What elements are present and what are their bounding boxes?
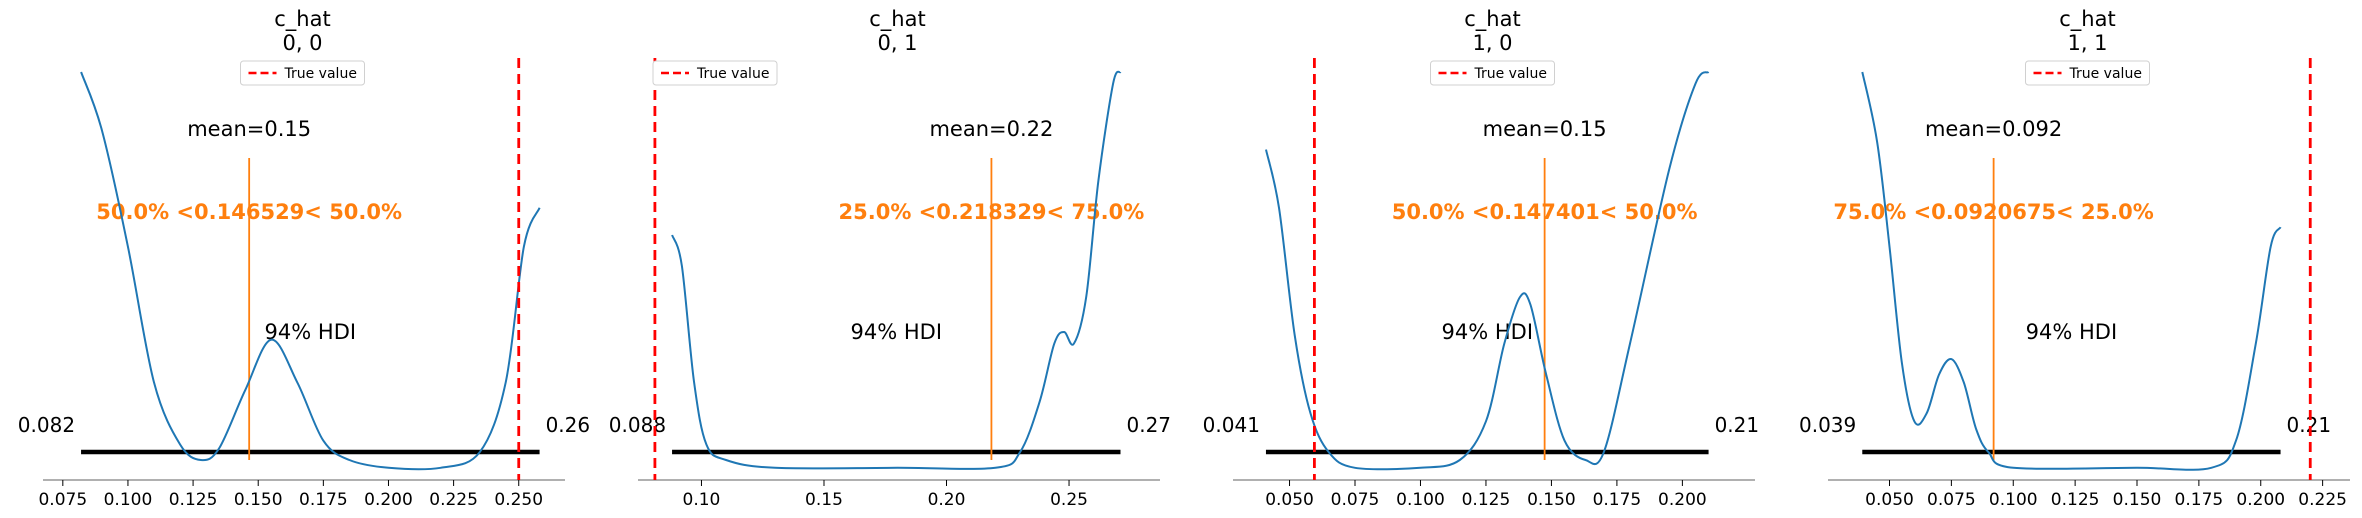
x-tick-label: 0.050 — [1865, 490, 1914, 510]
x-tick-label: 0.150 — [1527, 490, 1576, 510]
chart-title: c_hat — [2059, 7, 2115, 32]
density-curve — [1265, 71, 1710, 471]
x-tick-label: 0.125 — [2051, 490, 2100, 510]
x-tick-label: 0.225 — [429, 490, 478, 510]
x-tick-label: 0.050 — [1265, 490, 1314, 510]
reference-label: 50.0% <0.147401< 50.0% — [1392, 200, 1698, 224]
density-curve — [1861, 71, 2282, 471]
x-tick-label: 0.200 — [364, 490, 413, 510]
hdi-high-label: 0.21 — [1715, 413, 1760, 437]
x-tick-label: 0.125 — [1462, 490, 1511, 510]
x-tick-label: 0.175 — [1593, 490, 1642, 510]
x-tick-label: 0.15 — [805, 490, 843, 510]
x-tick-label: 0.200 — [1658, 490, 1707, 510]
hdi-low-label: 0.088 — [609, 413, 666, 437]
chart-title: c_hat — [869, 7, 925, 32]
x-tick-label: 0.075 — [1331, 490, 1380, 510]
x-tick-label: 0.250 — [494, 490, 543, 510]
hdi-label: 94% HDI — [265, 320, 357, 344]
hdi-high-label: 0.26 — [546, 413, 591, 437]
hdi-low-label: 0.039 — [1799, 413, 1856, 437]
legend-box — [1430, 60, 1555, 86]
chart-subtitle: 0, 1 — [877, 31, 917, 55]
chart-subtitle: 1, 1 — [2067, 31, 2107, 55]
x-tick-label: 0.175 — [299, 490, 348, 510]
chart-title: c_hat — [1464, 7, 1520, 32]
x-tick-label: 0.075 — [1927, 490, 1976, 510]
x-tick-label: 0.10 — [683, 490, 721, 510]
reference-label: 50.0% <0.146529< 50.0% — [96, 200, 402, 224]
x-tick-label: 0.100 — [1989, 490, 2038, 510]
legend-box — [2025, 60, 2150, 86]
legend: True value — [652, 60, 778, 86]
mean-label: mean=0.22 — [929, 117, 1053, 141]
reference-label: 75.0% <0.0920675< 25.0% — [1833, 200, 2153, 224]
legend-label: True value — [696, 66, 769, 82]
chart-subtitle: 0, 0 — [282, 31, 322, 55]
x-tick-label: 0.100 — [104, 490, 153, 510]
hdi-label: 94% HDI — [2026, 320, 2118, 344]
x-tick-label: 0.150 — [234, 490, 283, 510]
hdi-high-label: 0.21 — [2287, 413, 2332, 437]
hdi-low-label: 0.041 — [1203, 413, 1260, 437]
legend-box — [652, 60, 778, 86]
hdi-high-label: 0.27 — [1126, 413, 1171, 437]
legend: True value — [1430, 60, 1555, 86]
hdi-label: 94% HDI — [851, 320, 943, 344]
x-tick-label: 0.100 — [1396, 490, 1445, 510]
hdi-low-label: 0.082 — [18, 413, 75, 437]
x-tick-label: 0.075 — [38, 490, 87, 510]
x-tick-label: 0.150 — [2113, 490, 2162, 510]
legend-label: True value — [284, 66, 357, 82]
x-tick-label: 0.125 — [169, 490, 218, 510]
chart-subtitle: 1, 0 — [1472, 31, 1512, 55]
legend: True value — [240, 60, 365, 86]
density-curve — [671, 70, 1122, 470]
legend-label: True value — [1474, 66, 1547, 82]
mean-label: mean=0.15 — [1483, 117, 1607, 141]
legend: True value — [2025, 60, 2150, 86]
mean-label: mean=0.15 — [187, 117, 311, 141]
x-tick-label: 0.25 — [1050, 490, 1088, 510]
legend-label: True value — [2069, 66, 2142, 82]
x-tick-label: 0.200 — [2236, 490, 2285, 510]
x-tick-label: 0.20 — [928, 490, 966, 510]
x-tick-label: 0.225 — [2298, 490, 2347, 510]
reference-label: 25.0% <0.218329< 75.0% — [839, 200, 1145, 224]
chart-title: c_hat — [274, 7, 330, 32]
hdi-label: 94% HDI — [1442, 320, 1534, 344]
legend-box — [240, 60, 365, 86]
density-curve — [80, 71, 541, 471]
x-tick-label: 0.175 — [2175, 490, 2224, 510]
mean-label: mean=0.092 — [1925, 117, 2062, 141]
